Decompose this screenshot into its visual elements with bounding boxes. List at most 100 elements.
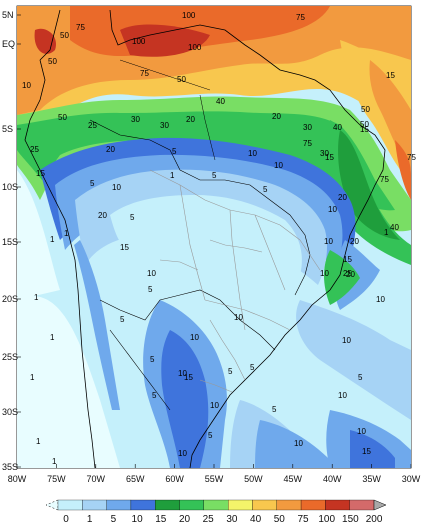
contour-value-label: 75: [303, 139, 312, 148]
latitude-label: 25S: [2, 352, 18, 362]
colorbar-swatch: [155, 499, 180, 511]
latitude-label: 5S: [2, 124, 13, 134]
latitude-label: 10S: [2, 182, 18, 192]
colorbar-label: 40: [250, 514, 262, 525]
contour-value-label: 75: [407, 153, 416, 162]
latitude-label: 20S: [2, 294, 18, 304]
contour-value-label: 15: [362, 447, 371, 456]
contour-value-label: 10: [210, 401, 219, 410]
contour-value-label: 10: [338, 391, 347, 400]
contour-value-label: 15: [36, 169, 45, 178]
longitude-label: 35W: [362, 474, 381, 484]
coastlines-borders: [24, 9, 386, 468]
latitude-label: 5N: [2, 10, 14, 20]
contour-value-label: 5: [250, 363, 255, 372]
longitude-label: 45W: [284, 474, 303, 484]
contour-value-label: 20: [98, 211, 107, 220]
contour-value-label: 10: [376, 295, 385, 304]
longitude-label: 60W: [165, 474, 184, 484]
latitude-label: EQ: [2, 39, 15, 49]
contour-value-label: 10: [324, 237, 333, 246]
contour-value-label: 1: [34, 293, 39, 302]
contour-value-label: 5: [208, 431, 213, 440]
colorbar-swatch: [276, 499, 302, 511]
contour-value-label: 1: [384, 228, 389, 237]
colorbar-swatch: [252, 499, 277, 511]
contour-value-label: 1: [50, 333, 55, 342]
longitude-label: 40W: [323, 474, 342, 484]
longitude-label: 50W: [244, 474, 263, 484]
contour-value-label: 15: [386, 71, 395, 80]
contour-value-label: 40: [216, 97, 225, 106]
contour-value-label: 25: [88, 121, 97, 130]
contour-value-label: 20: [350, 237, 359, 246]
colorbar-swatch: [57, 499, 83, 511]
contour-value-label: 50: [361, 105, 370, 114]
contour-value-label: 50: [360, 120, 369, 129]
contour-value-label: 20: [186, 115, 195, 124]
contour-value-label: 5: [272, 405, 277, 414]
contour-value-label: 10: [274, 161, 283, 170]
contour-value-label: 20: [346, 270, 355, 279]
contour-value-label: 5: [150, 355, 155, 364]
contour-value-label: 30: [160, 121, 169, 130]
contour-value-label: 10: [357, 427, 366, 436]
contour-value-label: 20: [106, 145, 115, 154]
contour-value-label: 10: [320, 269, 329, 278]
contour-value-label: 1: [50, 235, 55, 244]
colorbar-label: 20: [179, 514, 191, 525]
colorbar-label: 25: [203, 514, 215, 525]
contour-value-label: 10: [22, 81, 31, 90]
contour-value-label: 75: [380, 175, 389, 184]
longitude-label: 30W: [402, 474, 421, 484]
contour-value-label: 5: [358, 373, 363, 382]
contour-value-label: 15: [120, 243, 129, 252]
contour-value-label: 75: [296, 13, 305, 22]
colorbar-label: 100: [318, 514, 335, 525]
colorbar-label: 0: [63, 514, 69, 525]
longitude-label: 65W: [126, 474, 145, 484]
contour-value-label: 50: [177, 75, 186, 84]
colorbar-label: 10: [132, 514, 144, 525]
latitude-labels: 5N EQ 5S 10S 15S 20S 25S 30S 35S: [2, 10, 21, 472]
contour-value-label: 1: [170, 171, 175, 180]
contour-value-label: 20: [272, 112, 281, 121]
contour-value-label: 1: [64, 229, 69, 238]
colorbar-label: 50: [274, 514, 286, 525]
precipitation-field: [17, 6, 411, 468]
latitude-label: 35S: [2, 462, 18, 472]
contour-value-label: 5: [90, 179, 95, 188]
contour-value-label: 50: [60, 31, 69, 40]
contour-value-label: 15: [343, 255, 352, 264]
contour-value-label: 50: [58, 113, 67, 122]
contour-value-label: 10: [147, 269, 156, 278]
colorbar-swatch: [325, 499, 350, 511]
contour-value-label: 5: [130, 213, 135, 222]
longitude-label: 55W: [205, 474, 224, 484]
contour-value-label: 1: [30, 373, 35, 382]
contour-value-label: 20: [338, 193, 347, 202]
longitude-label: 80W: [8, 474, 27, 484]
colorbar-label: 15: [155, 514, 167, 525]
contour-value-label: 100: [132, 37, 146, 46]
contour-value-label: 30: [131, 115, 140, 124]
colorbar-max-arrow: [373, 499, 387, 511]
contour-value-label: 5: [148, 285, 153, 294]
contour-value-label: 15: [184, 373, 193, 382]
colorbar-swatch: [228, 499, 253, 511]
colorbar-swatch: [106, 499, 132, 511]
contour-value-label: 10: [342, 336, 351, 345]
contour-value-label: 5: [228, 367, 233, 376]
contour-value-label: 10: [294, 439, 303, 448]
contour-value-label: 5: [212, 171, 217, 180]
contour-value-label: 1: [36, 437, 41, 446]
latitude-label: 30S: [2, 407, 18, 417]
colorbar-label: 75: [297, 514, 309, 525]
longitude-label: 70W: [87, 474, 106, 484]
contour-value-label: 50: [48, 57, 57, 66]
contour-value-label: 75: [76, 23, 85, 32]
contour-value-label: 10: [190, 333, 199, 342]
contour-value-label: 10: [234, 313, 243, 322]
